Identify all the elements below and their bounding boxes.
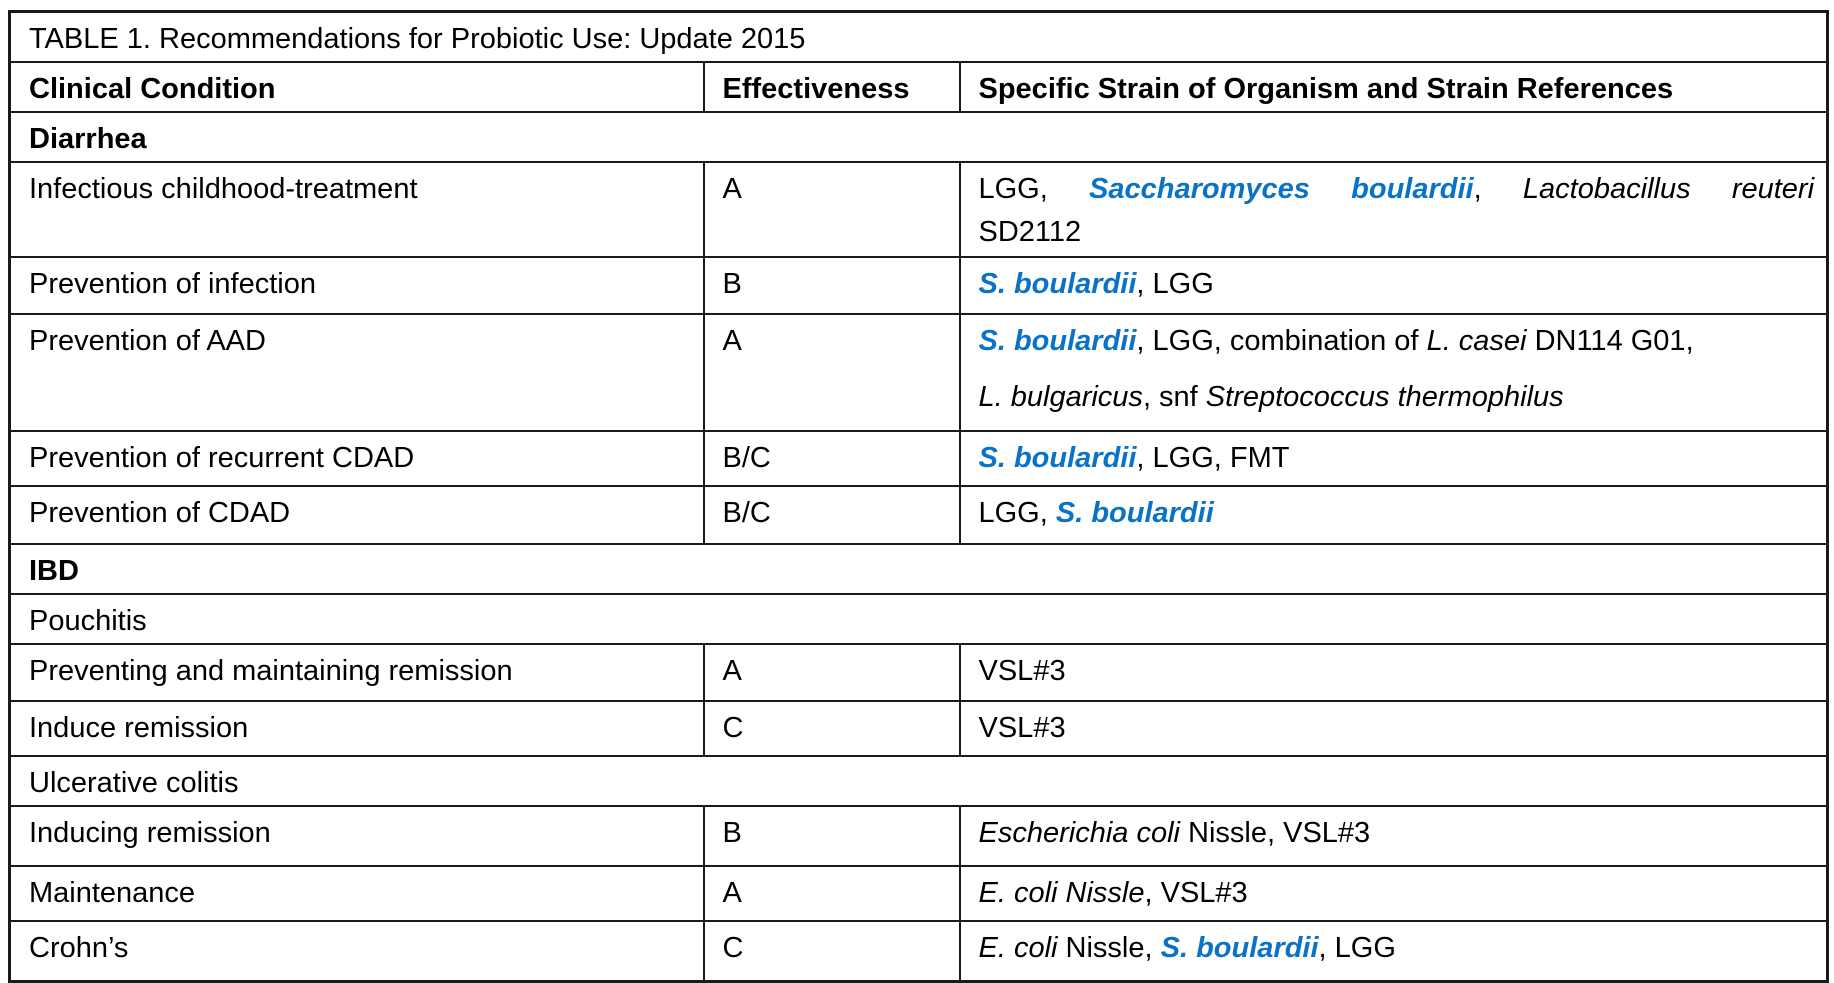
table-row: Prevention of recurrent CDAD B/C S. boul… [8, 430, 1829, 487]
strain-segment: DN114 G01, [1526, 325, 1694, 357]
table-row: Prevention of AAD A S. boulardii, LGG, c… [8, 313, 1829, 432]
effectiveness-cell: A [702, 313, 961, 432]
clinical-condition-cell: Inducing remission [8, 805, 705, 867]
strain-segment: S. boulardii [978, 442, 1137, 474]
clinical-condition-cell: Induce remission [8, 700, 705, 757]
table-row: Induce remission C VSL#3 [8, 700, 1829, 757]
strain-segment: S. boulardii [1055, 497, 1214, 529]
strain-segment: , LGG [1318, 932, 1396, 964]
clinical-condition-cell: Prevention of AAD [8, 313, 705, 432]
section-label: Diarrhea [8, 111, 1829, 163]
strain-line: S. boulardii, LGG [979, 263, 1815, 306]
strain-segment: VSL#3 [978, 712, 1066, 744]
strain-references-cell: LGG, Saccharomyces boulardii, Lactobacil… [958, 161, 1829, 258]
effectiveness-cell: C [702, 700, 961, 757]
column-header-strain-references: Specific Strain of Organism and Strain R… [958, 61, 1829, 113]
strain-segment: VSL#3 [978, 655, 1066, 687]
effectiveness-cell: B [702, 256, 961, 315]
effectiveness-cell: B/C [702, 430, 961, 487]
strain-segment: Saccharomyces boulardii [1089, 173, 1474, 205]
strain-segment: , LGG, combination of [1136, 325, 1427, 357]
strain-segment: , snf [1142, 381, 1206, 413]
section-row-diarrhea: Diarrhea [8, 111, 1829, 163]
strain-references-cell: VSL#3 [958, 700, 1829, 757]
strain-line: S. boulardii, LGG, combination of L. cas… [979, 320, 1815, 363]
strain-segment: E. coli [978, 932, 1058, 964]
strain-segment: Lactobacillus reuteri [1522, 173, 1815, 205]
effectiveness-cell: A [702, 865, 961, 922]
table-row: Preventing and maintaining remission A V… [8, 643, 1829, 702]
subsection-label: Ulcerative colitis [8, 755, 1829, 807]
strain-segment: S. boulardii [1160, 932, 1319, 964]
strain-segment: Streptococcus thermophilus [1205, 381, 1564, 413]
clinical-condition-cell: Prevention of infection [8, 256, 705, 315]
clinical-condition-cell: Prevention of CDAD [8, 485, 705, 545]
clinical-condition-cell: Preventing and maintaining remission [8, 643, 705, 702]
strain-line: LGG, S. boulardii [979, 492, 1815, 535]
strain-segment: S. boulardii [978, 325, 1137, 357]
table-row: Infectious childhood-treatment A LGG, Sa… [8, 161, 1829, 258]
strain-references-cell: E. coli Nissle, S. boulardii, LGG [958, 920, 1829, 982]
subsection-label: Pouchitis [8, 593, 1829, 645]
strain-segment: , VSL#3 [1144, 877, 1248, 909]
clinical-condition-cell: Infectious childhood-treatment [8, 161, 705, 258]
strain-segment: S. boulardii [978, 268, 1137, 300]
table-container: TABLE 1. Recommendations for Probiotic U… [8, 10, 1830, 983]
column-header-effectiveness: Effectiveness [702, 61, 961, 113]
strain-line: VSL#3 [979, 650, 1815, 693]
strain-segment: SD2112 [978, 216, 1082, 248]
strain-segment: L. casei [1426, 325, 1527, 357]
strain-segment: LGG, [978, 173, 1090, 205]
strain-references-cell: S. boulardii, LGG, FMT [958, 430, 1829, 487]
effectiveness-cell: B [702, 805, 961, 867]
section-row-ibd: IBD [8, 543, 1829, 595]
strain-line: E. coli Nissle, S. boulardii, LGG [979, 927, 1815, 970]
table-title: TABLE 1. Recommendations for Probiotic U… [8, 10, 1829, 63]
clinical-condition-cell: Prevention of recurrent CDAD [8, 430, 705, 487]
column-header-clinical-condition: Clinical Condition [8, 61, 705, 113]
strain-line: SD2112 [979, 211, 1815, 254]
section-label: IBD [8, 543, 1829, 595]
probiotic-recommendations-table: TABLE 1. Recommendations for Probiotic U… [8, 10, 1830, 983]
strain-line: LGG, Saccharomyces boulardii, Lactobacil… [979, 168, 1815, 211]
clinical-condition-cell: Crohn’s [8, 920, 705, 982]
subsection-row-pouchitis: Pouchitis [8, 593, 1829, 645]
effectiveness-cell: C [702, 920, 961, 982]
table-row: Prevention of infection B S. boulardii, … [8, 256, 1829, 315]
strain-line: Escherichia coli Nissle, VSL#3 [979, 812, 1815, 855]
effectiveness-cell: A [702, 643, 961, 702]
table-row: Maintenance A E. coli Nissle, VSL#3 [8, 865, 1829, 922]
strain-references-cell: S. boulardii, LGG, combination of L. cas… [958, 313, 1829, 432]
strain-segment: Nissle, VSL#3 [1179, 817, 1371, 849]
strain-segment: L. bulgaricus [978, 381, 1143, 413]
strain-segment: , LGG, FMT [1136, 442, 1290, 474]
strain-line: VSL#3 [979, 707, 1815, 750]
strain-segment: Escherichia coli [978, 817, 1180, 849]
table-title-row: TABLE 1. Recommendations for Probiotic U… [8, 10, 1829, 63]
table-row: Inducing remission B Escherichia coli Ni… [8, 805, 1829, 867]
strain-segment: , [1473, 173, 1523, 205]
strain-line: E. coli Nissle, VSL#3 [979, 872, 1815, 915]
table-header-row: Clinical Condition Effectiveness Specifi… [8, 61, 1829, 113]
strain-line: L. bulgaricus, snf Streptococcus thermop… [979, 376, 1815, 419]
table-row: Prevention of CDAD B/C LGG, S. boulardii [8, 485, 1829, 545]
table-row: Crohn’s C E. coli Nissle, S. boulardii, … [8, 920, 1829, 982]
strain-segment: , LGG [1136, 268, 1214, 300]
strain-references-cell: Escherichia coli Nissle, VSL#3 [958, 805, 1829, 867]
clinical-condition-cell: Maintenance [8, 865, 705, 922]
effectiveness-cell: A [702, 161, 961, 258]
strain-segment: E. coli Nissle [978, 877, 1145, 909]
strain-references-cell: S. boulardii, LGG [958, 256, 1829, 315]
subsection-row-ulcerative-colitis: Ulcerative colitis [8, 755, 1829, 807]
strain-references-cell: VSL#3 [958, 643, 1829, 702]
strain-segment: LGG, [978, 497, 1056, 529]
strain-references-cell: E. coli Nissle, VSL#3 [958, 865, 1829, 922]
strain-line: S. boulardii, LGG, FMT [979, 437, 1815, 480]
strain-references-cell: LGG, S. boulardii [958, 485, 1829, 545]
strain-segment: Nissle, [1057, 932, 1161, 964]
effectiveness-cell: B/C [702, 485, 961, 545]
